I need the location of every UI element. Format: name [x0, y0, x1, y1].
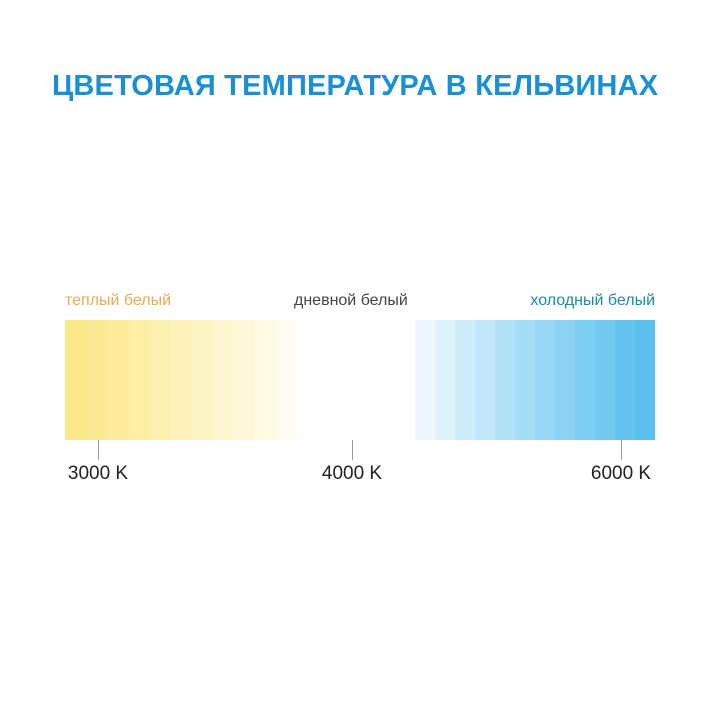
cold-gradient-step — [535, 320, 555, 440]
cold-gradient-step — [495, 320, 515, 440]
cold-gradient-step — [515, 320, 535, 440]
tick-6000 — [621, 440, 622, 460]
warm-gradient-step — [233, 320, 254, 440]
tick-3000 — [98, 440, 99, 460]
cold-gradient-step — [575, 320, 595, 440]
cold-gradient-step — [615, 320, 635, 440]
cold-gradient-step — [635, 320, 655, 440]
warm-gradient-step — [191, 320, 212, 440]
warm-gradient-step — [170, 320, 191, 440]
daylight-white-label: дневной белый — [294, 292, 408, 309]
cold-gradient-step — [475, 320, 495, 440]
cold-gradient-step — [415, 320, 435, 440]
cold-white-label: холодный белый — [530, 292, 655, 309]
warm-gradient-step — [107, 320, 128, 440]
warm-white-label: теплый белый — [65, 292, 172, 309]
page-title: ЦВЕТОВАЯ ТЕМПЕРАТУРА В КЕЛЬВИНАХ — [52, 70, 659, 102]
warm-gradient-step — [86, 320, 107, 440]
color-temperature-bar — [65, 320, 655, 440]
warm-gradient-step — [149, 320, 170, 440]
warm-gradient-step — [275, 320, 296, 440]
tick-4000 — [352, 440, 353, 460]
tick-label-4000: 4000 K — [321, 463, 383, 484]
warm-gradient-step — [254, 320, 275, 440]
cold-gradient-step — [595, 320, 615, 440]
cold-gradient-step — [555, 320, 575, 440]
cold-gradient-step — [435, 320, 455, 440]
cold-gradient-step — [455, 320, 475, 440]
tick-label-6000: 6000 K — [590, 463, 652, 484]
warm-gradient-step — [65, 320, 86, 440]
warm-gradient-step — [128, 320, 149, 440]
tick-label-3000: 3000 K — [67, 463, 129, 484]
warm-gradient-step — [212, 320, 233, 440]
